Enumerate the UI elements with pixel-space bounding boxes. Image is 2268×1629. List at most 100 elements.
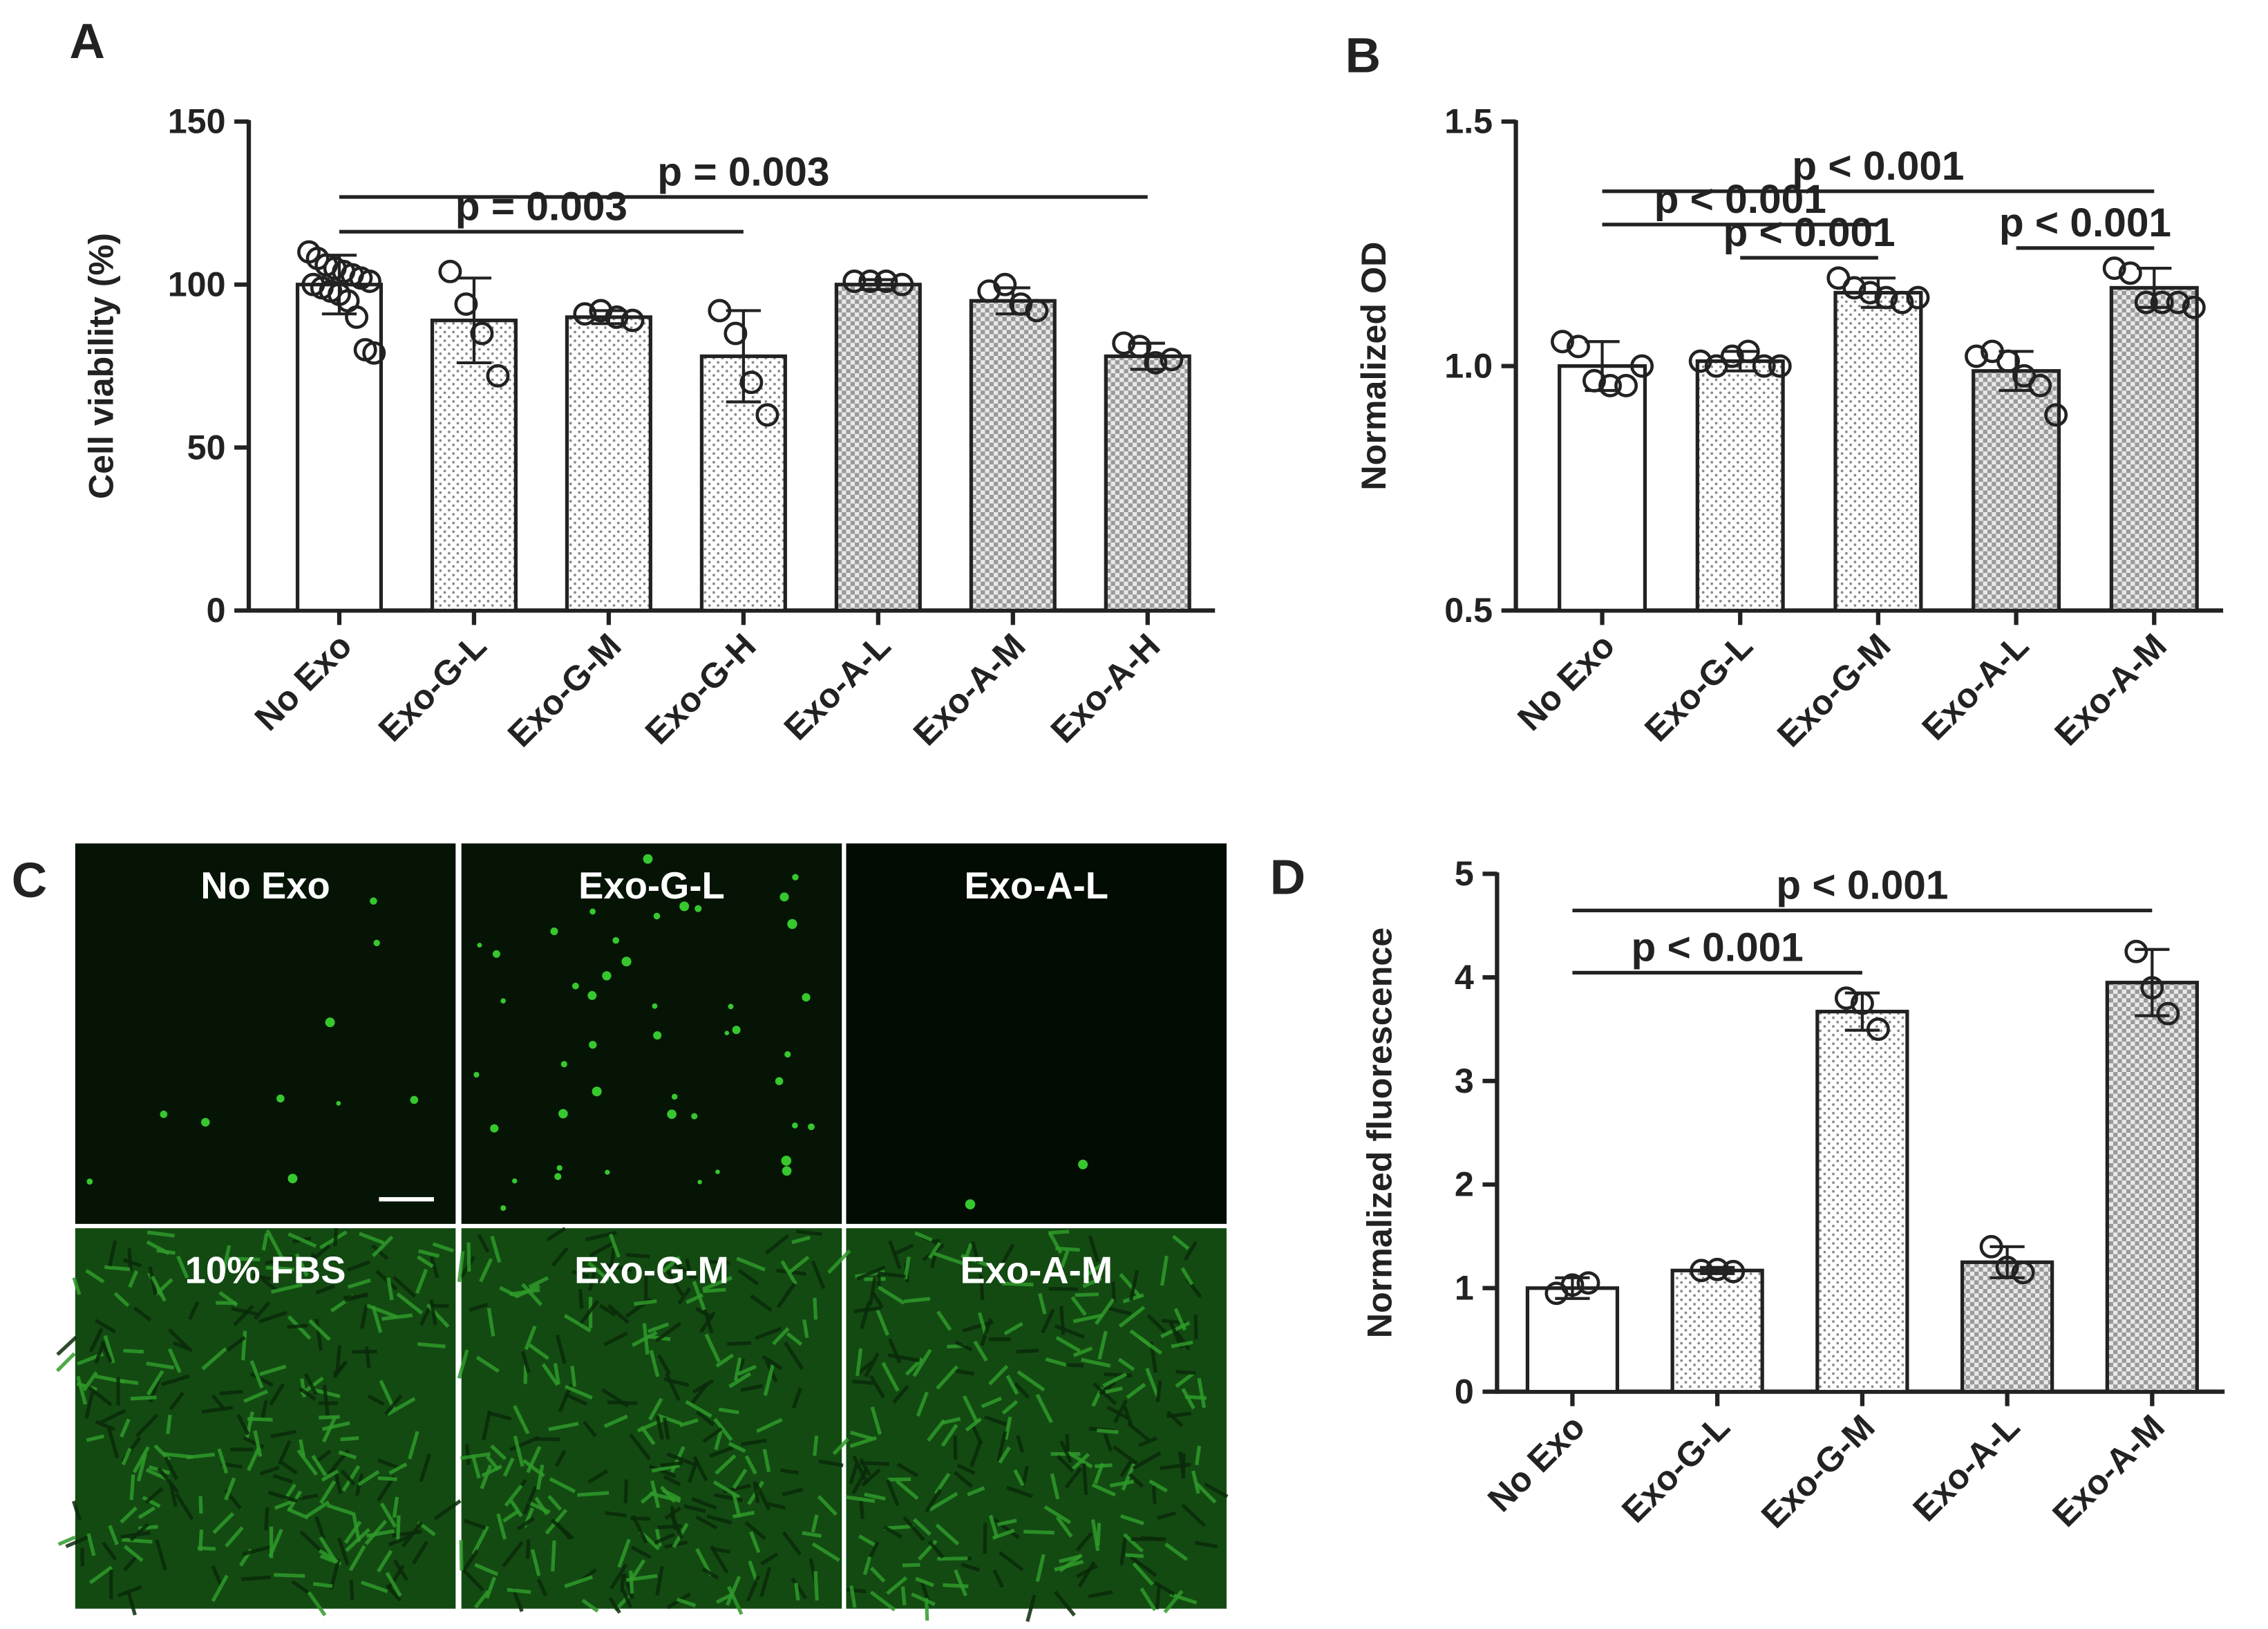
cell xyxy=(630,1545,652,1559)
cell xyxy=(753,1480,760,1504)
data-point xyxy=(1890,290,1914,314)
cell xyxy=(578,1289,584,1309)
cell xyxy=(1048,1230,1070,1235)
cell xyxy=(270,1429,296,1438)
data-point xyxy=(2044,403,2068,427)
cell xyxy=(871,1291,885,1309)
cell xyxy=(1173,1308,1187,1331)
cell xyxy=(145,1468,170,1482)
cell xyxy=(167,1328,190,1350)
cell xyxy=(885,1479,900,1507)
cell xyxy=(296,1449,319,1476)
cell xyxy=(1125,1553,1144,1559)
cell xyxy=(1006,1485,1034,1498)
cell xyxy=(1072,1346,1093,1357)
cell xyxy=(272,1473,293,1484)
error-bar xyxy=(456,276,492,365)
cell xyxy=(649,1350,660,1377)
p-value: p < 0.001 xyxy=(1654,177,1826,222)
cell xyxy=(602,971,612,981)
cell xyxy=(377,1476,397,1481)
cell xyxy=(623,1479,629,1504)
cell xyxy=(1191,1470,1200,1494)
cell xyxy=(709,1545,729,1574)
cell xyxy=(535,1437,560,1442)
p-value: p < 0.001 xyxy=(1632,925,1804,970)
cell xyxy=(333,1227,339,1247)
cell xyxy=(691,1497,717,1510)
cell xyxy=(577,1299,600,1328)
cell xyxy=(1098,1381,1117,1396)
data-point xyxy=(1551,330,1574,354)
cell xyxy=(1072,1313,1103,1324)
cell xyxy=(792,874,799,881)
cell xyxy=(1026,1594,1037,1622)
data-point xyxy=(1705,1257,1730,1281)
cell xyxy=(396,1515,401,1542)
cell xyxy=(782,1166,792,1176)
cell xyxy=(522,1459,545,1478)
cell xyxy=(471,1525,489,1556)
data-point xyxy=(1850,991,1874,1015)
cell xyxy=(1105,1386,1123,1394)
cell xyxy=(269,1382,285,1406)
cell xyxy=(784,1051,791,1058)
cell xyxy=(198,1529,204,1552)
image-label: Exo-G-L xyxy=(578,865,725,907)
x-tick-label: Exo-A-H xyxy=(1043,626,1168,751)
cell xyxy=(463,1518,486,1530)
cell xyxy=(490,1235,502,1263)
data-point xyxy=(1858,281,1882,305)
data-point xyxy=(1834,986,1858,1010)
cell xyxy=(530,1549,541,1576)
cell xyxy=(1117,1357,1135,1371)
cell xyxy=(128,1270,139,1288)
cell xyxy=(337,1537,350,1566)
cell xyxy=(832,1438,850,1456)
cell xyxy=(914,1231,933,1242)
cell xyxy=(961,1562,981,1572)
cell xyxy=(160,1110,168,1118)
cell xyxy=(827,1249,851,1274)
data-point xyxy=(2156,1001,2180,1026)
data-point xyxy=(2118,261,2142,285)
cell xyxy=(896,1479,919,1500)
y-tick-label: 5 xyxy=(1455,854,1474,893)
cell xyxy=(849,1463,859,1485)
cell xyxy=(120,1418,131,1438)
cell xyxy=(736,1256,766,1272)
data-point xyxy=(1906,285,1930,310)
x-tick-label: Exo-G-L xyxy=(1614,1407,1737,1530)
cell xyxy=(1109,1480,1135,1488)
cell xyxy=(563,1314,592,1333)
cell xyxy=(564,1392,588,1406)
cell xyxy=(1175,1371,1195,1388)
cell xyxy=(954,1569,968,1597)
cell xyxy=(1023,1529,1055,1535)
cell xyxy=(175,1493,194,1520)
cell xyxy=(1152,1486,1157,1505)
cell xyxy=(813,1571,819,1601)
cell xyxy=(1055,1335,1081,1353)
cell xyxy=(303,1373,318,1395)
cell xyxy=(211,1394,227,1412)
cell xyxy=(219,1389,243,1396)
cell xyxy=(1064,1467,1083,1489)
cell xyxy=(911,1592,936,1606)
data-point xyxy=(1025,299,1049,323)
cell xyxy=(715,1353,735,1368)
cell xyxy=(325,1017,335,1028)
data-point xyxy=(1690,1259,1714,1283)
cell xyxy=(1088,1235,1100,1263)
cell xyxy=(1180,1267,1194,1286)
panel-letter: D xyxy=(1270,851,1305,905)
cell xyxy=(813,1435,819,1456)
cell xyxy=(522,1485,538,1515)
y-tick-label: 0.5 xyxy=(1444,591,1493,630)
cell xyxy=(149,1373,162,1403)
cell xyxy=(732,1026,741,1035)
cell xyxy=(555,1334,567,1364)
cell xyxy=(226,1335,246,1352)
data-point xyxy=(1614,373,1638,397)
cell xyxy=(477,943,482,948)
